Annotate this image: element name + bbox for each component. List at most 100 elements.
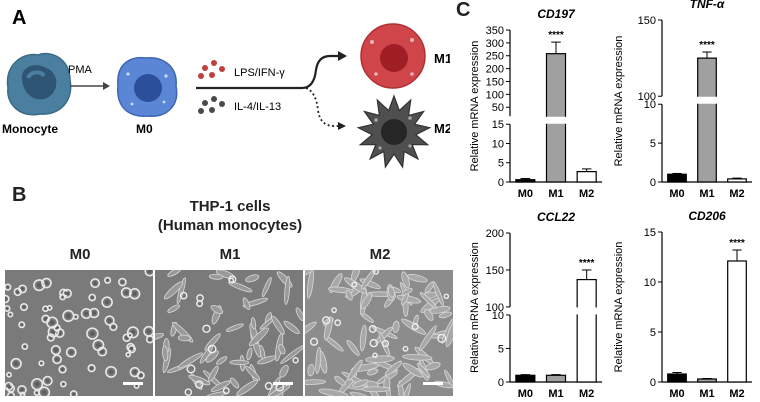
m2-polarization-arrow <box>305 87 338 127</box>
cell <box>245 274 260 283</box>
cell <box>188 374 211 386</box>
cell <box>65 346 77 358</box>
cell-nucleus <box>65 291 70 296</box>
cell <box>257 355 277 365</box>
axis-break-gap <box>696 96 718 104</box>
cell <box>196 294 204 302</box>
cell <box>127 332 133 339</box>
x-tick-label: M0 <box>518 188 533 200</box>
cell <box>407 274 428 283</box>
m0-macrophage-icon <box>117 56 178 117</box>
cell <box>145 335 153 344</box>
cell <box>278 343 286 355</box>
cell <box>271 315 285 335</box>
cell-nucleus <box>84 311 89 316</box>
cell-nucleus <box>146 329 151 334</box>
x-tick-label: M0 <box>669 188 684 200</box>
cell-nucleus <box>9 313 12 316</box>
cell-nucleus <box>124 290 129 295</box>
cell <box>19 302 29 312</box>
cell <box>361 270 376 290</box>
cell <box>210 380 231 392</box>
cell <box>136 371 145 380</box>
cell <box>58 365 67 374</box>
cell <box>176 277 186 305</box>
y-tick-label: 100 <box>638 91 656 103</box>
cell <box>177 352 203 369</box>
cell-nucleus <box>5 307 9 310</box>
cell <box>279 364 289 378</box>
cell <box>306 270 314 299</box>
cell-nucleus <box>148 337 152 341</box>
cell-nucleus <box>34 381 40 387</box>
cell <box>38 386 51 396</box>
cell <box>438 311 452 319</box>
y-tick-label: 0 <box>650 177 656 189</box>
cell <box>347 359 363 381</box>
cell <box>229 359 250 366</box>
chart-title: CCL22 <box>537 210 575 224</box>
cell-nucleus <box>92 311 97 316</box>
cell <box>202 391 227 396</box>
y-tick-label: 50 <box>492 102 504 114</box>
m2-label: M2 <box>434 121 450 136</box>
cell-nucleus <box>6 285 10 289</box>
m1-macrophage-icon <box>360 23 426 89</box>
cell <box>344 277 367 294</box>
cell <box>17 385 27 395</box>
significance-label: **** <box>579 258 595 269</box>
cell <box>361 386 391 393</box>
cell <box>210 304 224 315</box>
cell <box>118 277 127 287</box>
cell <box>387 286 395 298</box>
cell <box>215 270 235 279</box>
panel-b-label: B <box>12 184 27 206</box>
cell <box>402 362 424 378</box>
panel-a-label: A <box>12 7 26 29</box>
cell <box>5 294 10 304</box>
cell <box>88 307 100 319</box>
cell <box>19 391 26 396</box>
cell-nucleus <box>36 282 42 288</box>
cell-nucleus <box>40 362 43 365</box>
cell <box>222 387 230 395</box>
x-tick-label: M1 <box>699 388 714 400</box>
cell <box>242 297 251 310</box>
cell-nucleus <box>96 342 101 348</box>
cell-nucleus <box>107 318 112 323</box>
panel-b-title-line1: THP-1 cells <box>189 198 271 215</box>
chart-title: CD206 <box>688 209 726 223</box>
cell <box>322 316 331 325</box>
cell <box>318 388 349 396</box>
scale-bar <box>123 382 143 385</box>
cell <box>401 271 410 289</box>
bar-m2 <box>727 178 747 183</box>
cell <box>50 344 62 356</box>
cell-nucleus <box>23 345 27 348</box>
pma-arrowhead-icon <box>103 82 110 90</box>
cell <box>305 379 327 385</box>
cell <box>437 333 447 343</box>
cell <box>244 365 261 381</box>
cell <box>88 293 97 302</box>
cell <box>6 371 12 378</box>
cell <box>283 320 300 335</box>
y-tick-label: 150 <box>638 15 656 27</box>
cell <box>59 293 67 301</box>
il4-il13-label: IL-4/IL-13 <box>234 101 281 113</box>
cell <box>345 290 353 301</box>
cell <box>216 356 228 365</box>
y-tick-label: 5 <box>650 327 656 339</box>
cell <box>424 361 441 371</box>
cell <box>246 347 253 361</box>
cell <box>128 288 141 300</box>
cell-nucleus <box>22 305 26 309</box>
cell-nucleus <box>104 299 110 305</box>
cell <box>208 365 219 382</box>
x-tick-label: M2 <box>579 188 594 200</box>
cell <box>184 388 193 396</box>
cell-nucleus <box>111 325 115 329</box>
cell-nucleus <box>135 384 138 387</box>
m2-arrowhead-icon <box>338 122 346 130</box>
